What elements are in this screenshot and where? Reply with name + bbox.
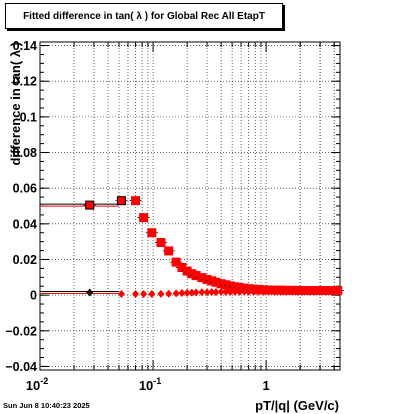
data-point-diamond	[305, 287, 313, 296]
data-point-diamond	[203, 288, 211, 297]
data-point-diamond	[282, 287, 290, 296]
data-point-diamond	[217, 287, 225, 296]
data-point-diamond	[316, 287, 324, 296]
data-point-diamond	[192, 288, 200, 297]
data-point-diamond	[208, 288, 216, 297]
y-tick-label: 0.04	[13, 217, 37, 231]
tick-labels: −0.04 −0.02 0 0.02 0.04 0.06 0.08 0.1 0.12 0.14 10…	[5, 39, 269, 393]
data-point-diamond	[277, 287, 285, 296]
timestamp: Sun Jun 8 10:40:23 2025	[3, 401, 90, 410]
data-point-square	[147, 228, 157, 238]
data-point-diamond	[260, 287, 268, 296]
data-point-square	[171, 257, 181, 267]
chart-title: Fitted difference in tan( λ ) for Global…	[5, 3, 283, 29]
y-axis-label: difference in tan( λ )	[8, 42, 23, 166]
data-point-diamond	[334, 287, 342, 296]
x-tick-label: 10-1	[139, 376, 161, 393]
data-point-square	[139, 213, 149, 223]
y-tick-label: 0.02	[13, 253, 37, 267]
data-point-diamond	[86, 288, 94, 297]
data-point-diamond	[249, 287, 257, 296]
data-point-diamond	[148, 290, 156, 299]
data-point-diamond	[271, 287, 279, 296]
y-tick-label: 0.12	[13, 75, 37, 89]
data-point-diamond	[245, 287, 253, 296]
x-axis-label: pT/|q| (GeV/c)	[255, 398, 339, 413]
y-tick-label: −0.04	[5, 360, 37, 374]
y-tick-label: 0.08	[13, 146, 37, 160]
grid	[39, 42, 340, 370]
x-tick-label: 10-2	[26, 376, 48, 393]
axis-ticks	[39, 42, 340, 370]
data-point-diamond	[226, 287, 234, 296]
data-point-diamond	[172, 289, 180, 298]
data-point-diamond	[294, 287, 302, 296]
data-point-diamond	[235, 287, 243, 296]
data-point-diamond	[322, 287, 330, 296]
data-series	[83, 196, 344, 299]
data-point-diamond	[188, 288, 196, 297]
data-point-square	[164, 246, 174, 256]
y-tick-label: −0.02	[5, 324, 37, 338]
data-point-square	[116, 196, 126, 206]
data-point-diamond	[299, 287, 307, 296]
data-point-diamond	[311, 287, 319, 296]
y-tick-label: 0.06	[13, 182, 37, 196]
data-point-diamond	[198, 288, 206, 297]
data-point-diamond	[117, 290, 125, 299]
data-point-square	[85, 200, 95, 210]
data-point-diamond	[222, 287, 230, 296]
data-point-diamond	[231, 287, 239, 296]
y-tick-label: 0.1	[20, 110, 37, 124]
data-point-diamond	[183, 288, 191, 297]
data-point-diamond	[265, 287, 273, 296]
data-point-diamond	[178, 288, 186, 297]
data-point-diamond	[328, 287, 336, 296]
data-point-square	[131, 196, 141, 206]
data-point-diamond	[254, 287, 262, 296]
fit-lines	[40, 203, 120, 294]
y-tick-label: 0.14	[13, 39, 37, 53]
data-point-square	[156, 238, 166, 248]
x-tick-label: 1	[263, 378, 270, 393]
data-point-diamond	[140, 290, 148, 299]
data-point-diamond	[212, 288, 220, 297]
data-point-diamond	[288, 287, 296, 296]
data-point-diamond	[240, 287, 248, 296]
data-point-diamond	[157, 289, 165, 298]
data-point-diamond	[132, 290, 140, 299]
y-tick-label: 0	[30, 289, 37, 303]
data-point-diamond	[165, 289, 173, 298]
